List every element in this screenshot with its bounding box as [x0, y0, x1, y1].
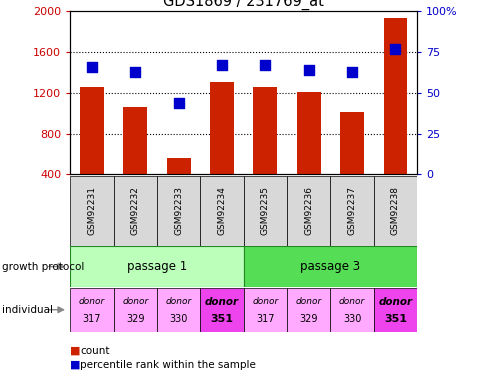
Text: 317: 317	[83, 315, 101, 324]
Point	[88, 64, 96, 70]
Text: 330: 330	[342, 315, 361, 324]
Text: ■: ■	[70, 360, 81, 369]
Bar	[157, 176, 200, 246]
Text: donor: donor	[295, 297, 321, 306]
Text: ■: ■	[70, 346, 81, 355]
Bar	[113, 176, 157, 246]
Bar	[243, 176, 287, 246]
Bar	[157, 288, 200, 332]
Text: GSM92232: GSM92232	[131, 186, 139, 236]
Text: GSM92237: GSM92237	[347, 186, 356, 236]
Text: donor: donor	[122, 297, 148, 306]
Bar	[373, 176, 416, 246]
Bar	[80, 87, 104, 174]
Text: donor: donor	[252, 297, 278, 306]
Text: count: count	[80, 346, 109, 355]
Text: passage 3: passage 3	[300, 260, 360, 273]
Bar	[210, 82, 233, 174]
Text: 351: 351	[383, 315, 406, 324]
Bar	[287, 176, 330, 246]
Bar	[330, 288, 373, 332]
Text: donor: donor	[338, 297, 364, 306]
Text: 329: 329	[299, 315, 318, 324]
Point	[304, 67, 312, 73]
Text: GSM92233: GSM92233	[174, 186, 183, 236]
Text: GSM92238: GSM92238	[390, 186, 399, 236]
Bar	[339, 112, 363, 174]
Bar	[330, 176, 373, 246]
Text: donor: donor	[165, 297, 191, 306]
Bar	[113, 288, 157, 332]
Text: GSM92231: GSM92231	[87, 186, 96, 236]
Point	[261, 62, 269, 68]
Text: percentile rank within the sample: percentile rank within the sample	[80, 360, 256, 369]
Bar	[123, 107, 147, 174]
Text: GSM92235: GSM92235	[260, 186, 269, 236]
Text: donor: donor	[378, 297, 411, 307]
Bar	[383, 18, 407, 174]
Bar	[287, 288, 330, 332]
Bar	[70, 176, 113, 246]
Text: donor: donor	[205, 297, 239, 307]
Text: 329: 329	[126, 315, 144, 324]
Bar	[373, 288, 416, 332]
Text: donor: donor	[79, 297, 105, 306]
Title: GDS1869 / 231769_at: GDS1869 / 231769_at	[163, 0, 323, 10]
Bar	[200, 176, 243, 246]
Bar	[166, 158, 190, 174]
Text: passage 1: passage 1	[127, 260, 187, 273]
Point	[218, 62, 226, 68]
Bar	[243, 288, 287, 332]
Bar	[296, 92, 320, 174]
Point	[348, 69, 355, 75]
Bar	[243, 246, 416, 287]
Bar	[253, 87, 277, 174]
Text: individual: individual	[2, 305, 53, 315]
Text: growth protocol: growth protocol	[2, 262, 85, 272]
Bar	[200, 288, 243, 332]
Bar	[70, 246, 243, 287]
Bar	[70, 288, 113, 332]
Text: 317: 317	[256, 315, 274, 324]
Point	[131, 69, 139, 75]
Point	[391, 46, 398, 52]
Text: GSM92236: GSM92236	[303, 186, 313, 236]
Text: 330: 330	[169, 315, 187, 324]
Text: GSM92234: GSM92234	[217, 186, 226, 236]
Point	[174, 100, 182, 106]
Text: 351: 351	[210, 315, 233, 324]
